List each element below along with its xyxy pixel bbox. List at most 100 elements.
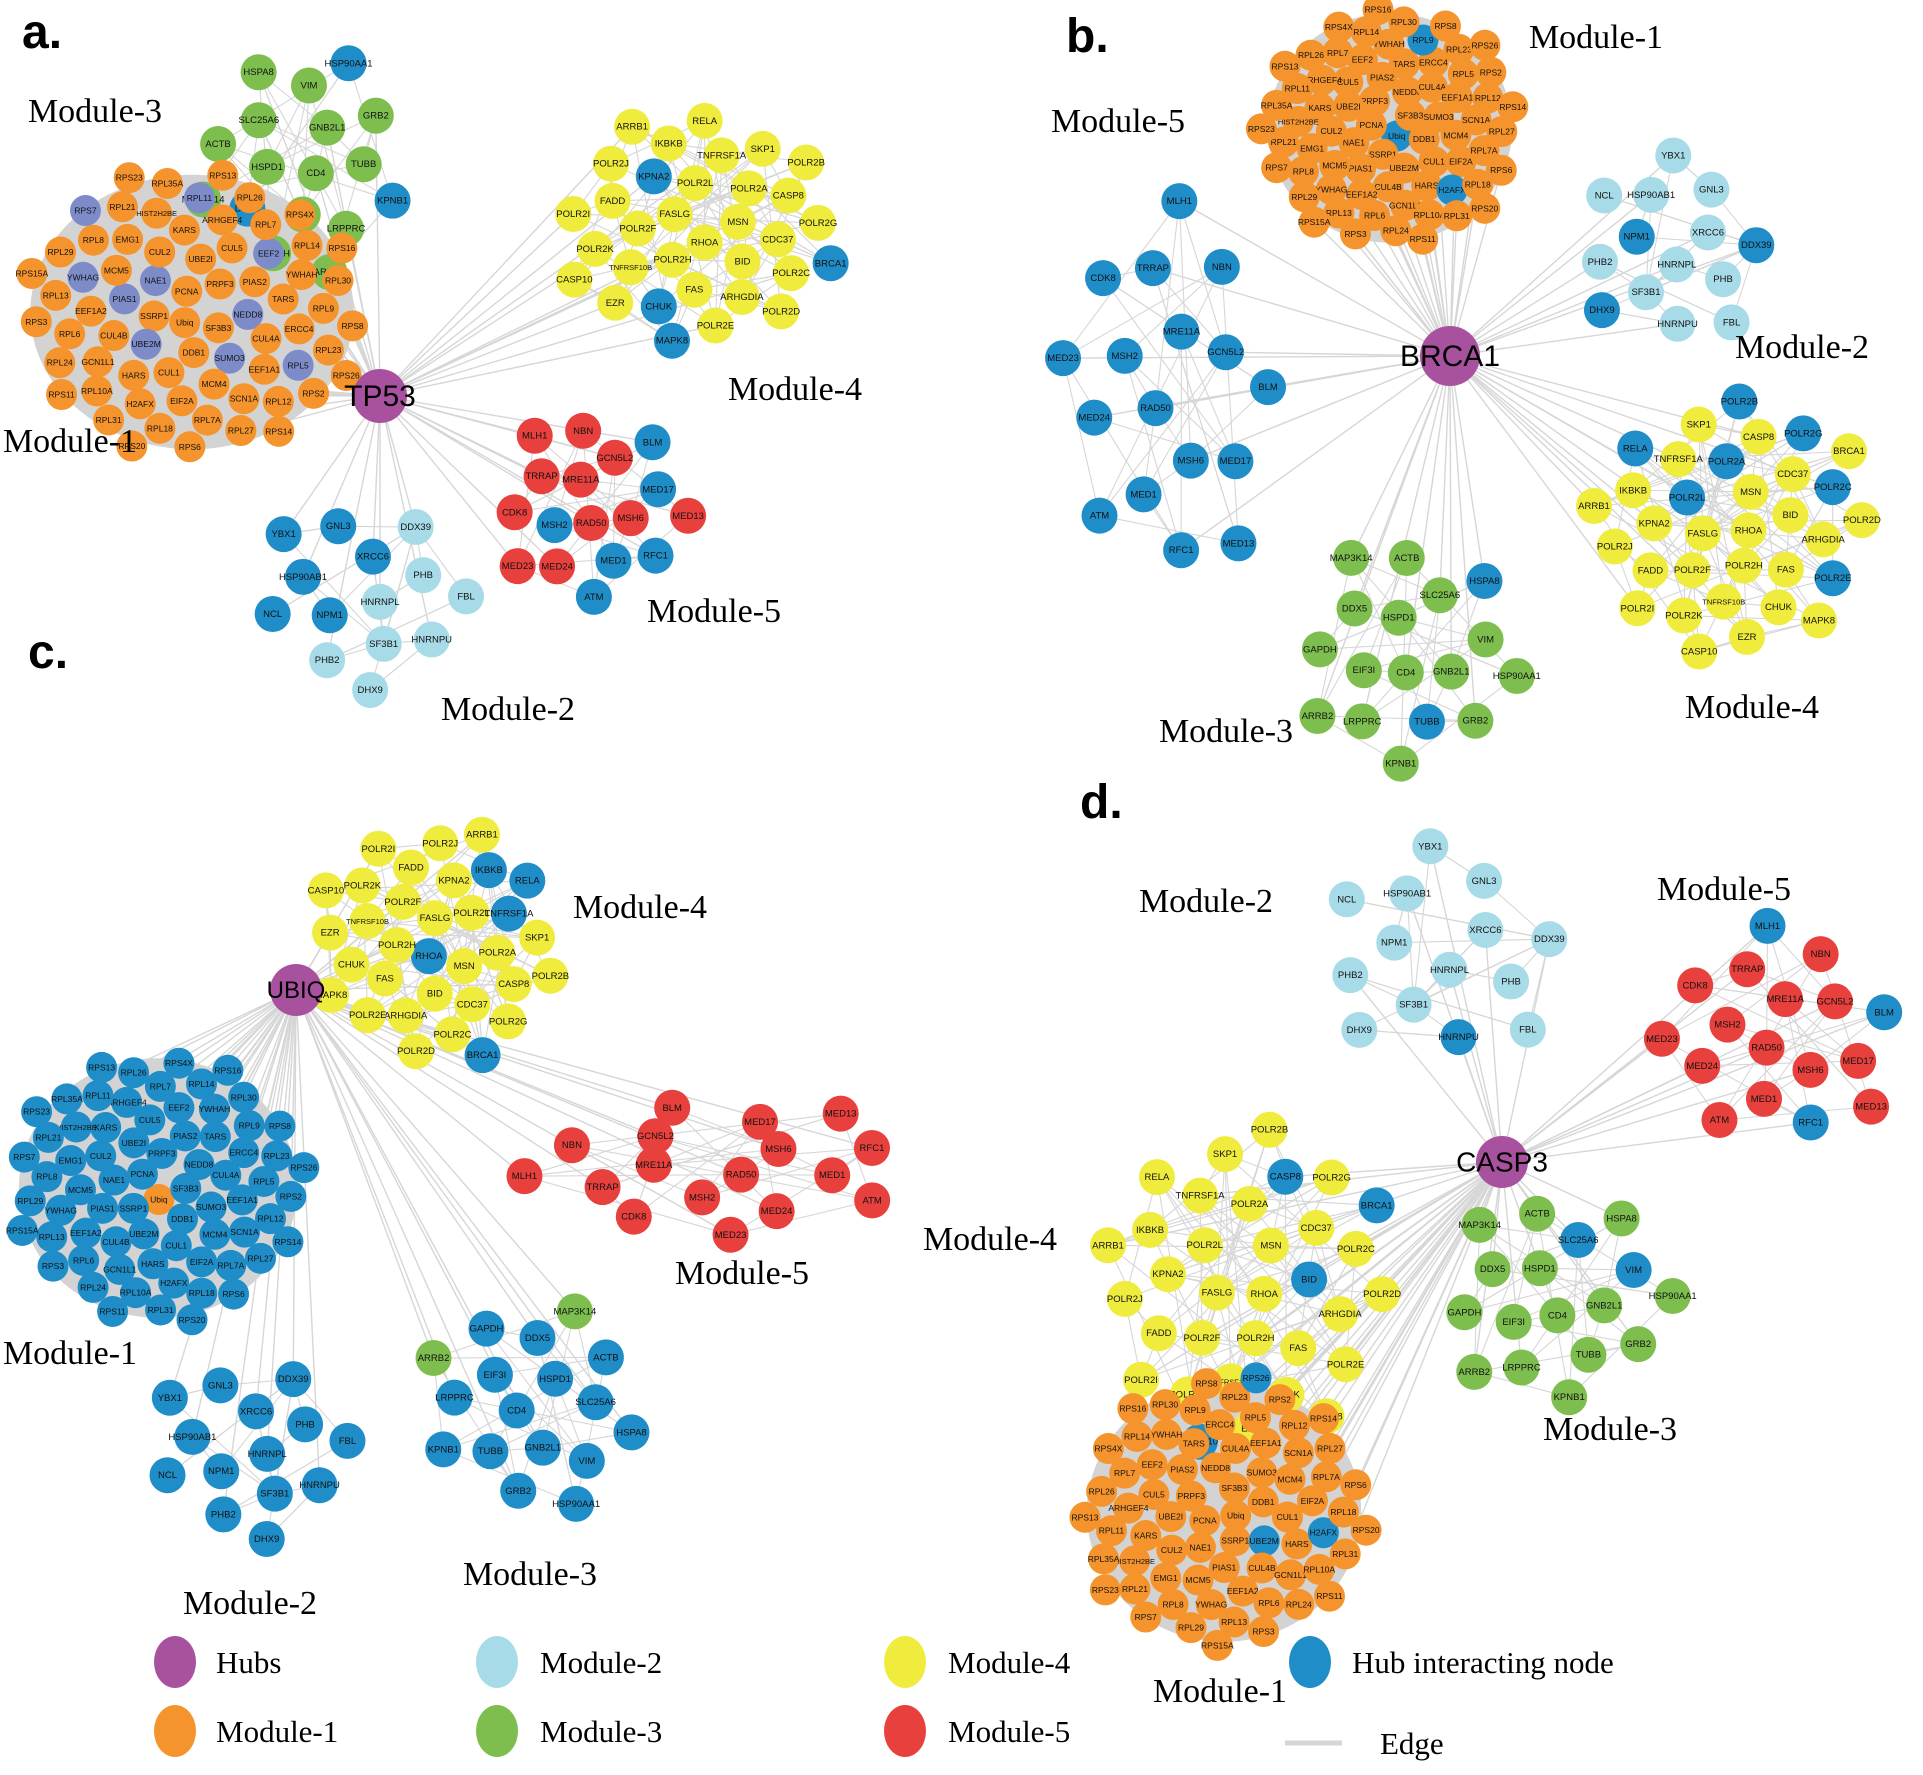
node-circle[interactable] (556, 261, 593, 298)
node-circle[interactable] (1362, 0, 1394, 26)
node-circle[interactable] (1268, 126, 1300, 158)
node-FADD[interactable]: FADD (594, 182, 631, 219)
node-circle[interactable] (1088, 1543, 1120, 1575)
node-HARS[interactable]: HARS (1281, 1528, 1313, 1560)
node-circle[interactable] (1725, 547, 1762, 584)
node-circle[interactable] (51, 1083, 83, 1115)
node-HNRNPU[interactable]: HNRNPU (411, 621, 452, 658)
node-RPL29[interactable]: RPL29 (44, 236, 76, 268)
node-DDX5[interactable]: DDX5 (1336, 590, 1373, 627)
node-circle[interactable] (1701, 1102, 1738, 1139)
node-circle[interactable] (206, 204, 238, 236)
node-circle[interactable] (1413, 199, 1445, 231)
node-circle[interactable] (1189, 1505, 1221, 1537)
node-circle[interactable] (288, 1152, 320, 1184)
node-HSPA8[interactable]: HSPA8 (1603, 1200, 1640, 1237)
node-EMG1[interactable]: EMG1 (112, 223, 144, 255)
node-POLR2L[interactable]: POLR2L (453, 894, 490, 931)
node-circle[interactable] (1772, 497, 1809, 534)
node-circle[interactable] (573, 505, 610, 542)
node-POLR2D[interactable]: POLR2D (1843, 502, 1881, 539)
node-RHOA[interactable]: RHOA (1730, 512, 1767, 549)
node-UBE2M[interactable]: UBE2M (128, 1218, 160, 1250)
node-circle[interactable] (8, 1141, 40, 1173)
node-circle[interactable] (1416, 71, 1448, 103)
node-circle[interactable] (298, 377, 330, 409)
node-DDX39[interactable]: DDX39 (275, 1361, 312, 1398)
node-BID[interactable]: BID (1772, 497, 1809, 534)
node-circle[interactable] (16, 257, 48, 289)
node-circle[interactable] (357, 97, 394, 134)
node-circle[interactable] (619, 210, 656, 247)
node-circle[interactable] (1344, 703, 1381, 740)
node-RPL21[interactable]: RPL21 (106, 191, 138, 223)
node-circle[interactable] (1138, 1478, 1170, 1510)
node-RPL31[interactable]: RPL31 (1329, 1538, 1361, 1570)
node-RFC1[interactable]: RFC1 (1163, 532, 1200, 569)
node-RPS7[interactable]: RPS7 (69, 195, 101, 227)
node-MCM4[interactable]: MCM4 (198, 368, 230, 400)
node-POLR2G[interactable]: POLR2G (489, 1003, 528, 1040)
node-MAPK8[interactable]: MAPK8 (1800, 602, 1837, 639)
node-circle[interactable] (555, 196, 592, 233)
node-NCL[interactable]: NCL (1328, 881, 1365, 918)
node-SCN1A[interactable]: SCN1A (1282, 1437, 1314, 1469)
node-circle[interactable] (254, 595, 291, 632)
node-circle[interactable] (262, 385, 294, 417)
node-RPS26[interactable]: RPS26 (288, 1152, 320, 1184)
node-circle[interactable] (254, 1203, 286, 1235)
node-MSH2[interactable]: MSH2 (684, 1179, 721, 1216)
node-circle[interactable] (1583, 292, 1620, 329)
node-circle[interactable] (1200, 1452, 1232, 1484)
node-RPL29[interactable]: RPL29 (1175, 1612, 1207, 1644)
node-circle[interactable] (1620, 1326, 1657, 1363)
node-circle[interactable] (1440, 1019, 1477, 1056)
node-circle[interactable] (1467, 912, 1504, 949)
node-RPS20[interactable]: RPS20 (1469, 192, 1501, 224)
node-circle[interactable] (435, 862, 472, 899)
node-circle[interactable] (1219, 1381, 1251, 1413)
node-circle[interactable] (1149, 1256, 1186, 1293)
node-DDX39[interactable]: DDX39 (1738, 227, 1775, 264)
node-MLH1[interactable]: MLH1 (1749, 907, 1786, 944)
node-PRPF3[interactable]: PRPF3 (204, 268, 236, 300)
node-RPS20[interactable]: RPS20 (176, 1304, 208, 1336)
node-circle[interactable] (1560, 1222, 1597, 1259)
node-circle[interactable] (313, 976, 350, 1013)
node-circle[interactable] (1252, 1227, 1289, 1264)
node-circle[interactable] (366, 960, 403, 997)
node-MED17[interactable]: MED17 (1217, 443, 1254, 480)
node-circle[interactable] (703, 137, 740, 174)
node-circle[interactable] (405, 557, 442, 594)
node-circle[interactable] (1345, 652, 1382, 689)
node-circle[interactable] (362, 583, 399, 620)
node-circle[interactable] (677, 165, 714, 202)
node-RPL7A[interactable]: RPL7A (1310, 1461, 1342, 1493)
node-circle[interactable] (186, 1277, 218, 1309)
node-circle[interactable] (1674, 552, 1711, 589)
node-circle[interactable] (1805, 521, 1842, 558)
node-SLC25A6[interactable]: SLC25A6 (238, 102, 279, 139)
node-circle[interactable] (1198, 1274, 1235, 1311)
node-circle[interactable] (256, 1475, 293, 1512)
node-circle[interactable] (1800, 602, 1837, 639)
node-circle[interactable] (202, 1367, 239, 1404)
node-RHOA[interactable]: RHOA (686, 224, 723, 261)
node-circle[interactable] (378, 926, 415, 963)
node-ARRB1[interactable]: ARRB1 (1576, 488, 1613, 525)
node-circle[interactable] (1570, 1336, 1607, 1373)
node-circle[interactable] (163, 1047, 195, 1079)
node-circle[interactable] (1615, 1252, 1652, 1289)
node-KPNB1[interactable]: KPNB1 (1382, 745, 1419, 782)
node-H2AFX[interactable]: H2AFX (158, 1267, 190, 1299)
node-circle[interactable] (1250, 369, 1287, 406)
node-circle[interactable] (1175, 1480, 1207, 1512)
node-circle[interactable] (1109, 1457, 1141, 1489)
node-circle[interactable] (575, 578, 612, 615)
node-circle[interactable] (416, 900, 453, 937)
node-RPL30[interactable]: RPL30 (322, 264, 354, 296)
node-circle[interactable] (472, 1433, 509, 1470)
node-circle[interactable] (498, 1392, 535, 1429)
node-circle[interactable] (686, 102, 723, 139)
node-PHB2[interactable]: PHB2 (309, 642, 346, 679)
